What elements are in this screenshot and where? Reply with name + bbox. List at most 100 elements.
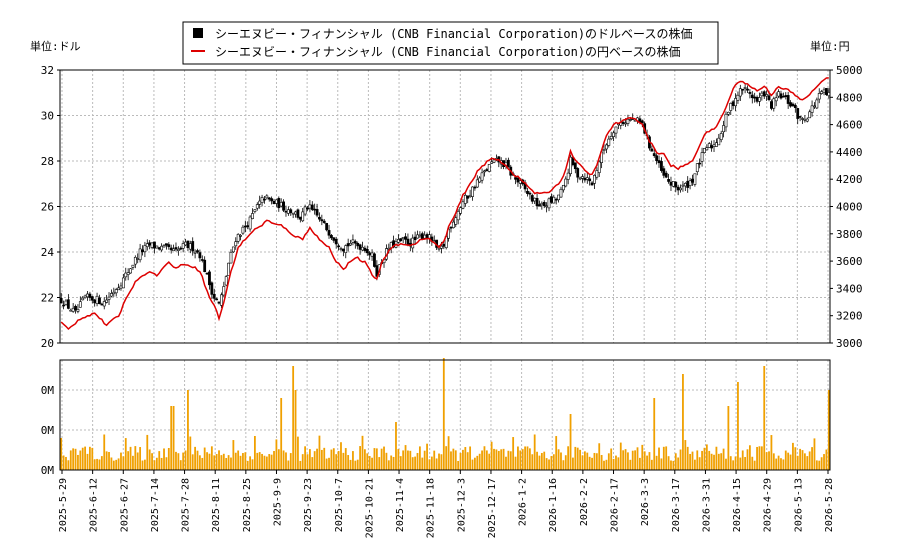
volume-bar	[514, 456, 517, 470]
volume-bar	[170, 406, 173, 470]
candle-body	[707, 143, 711, 148]
candle-body	[569, 156, 572, 175]
right-tick-label: 3200	[836, 310, 863, 323]
candle-body	[327, 230, 331, 236]
candle-body	[760, 92, 764, 97]
candle-body	[573, 162, 577, 170]
candle-body	[729, 102, 733, 111]
volume-bar	[746, 449, 749, 470]
candle-body	[621, 121, 625, 124]
volume-bar	[713, 454, 715, 470]
candle-body	[210, 282, 214, 295]
candle-body	[172, 248, 175, 252]
right-axis-unit: 単位:円	[810, 39, 850, 53]
volume-bar	[462, 449, 464, 470]
volume-bar	[555, 436, 558, 470]
volume-bar	[397, 449, 400, 470]
candle-body	[597, 161, 601, 173]
candle-body	[169, 247, 173, 251]
volume-bar	[703, 447, 706, 470]
volume-bar	[569, 414, 572, 470]
volume-bar	[818, 460, 821, 470]
candle-body	[310, 204, 314, 210]
volume-bar	[304, 446, 307, 470]
volume-bar	[560, 452, 562, 470]
candle-body	[155, 245, 159, 249]
candle-body	[318, 216, 321, 220]
candle-body	[174, 247, 178, 250]
volume-bar	[435, 458, 438, 470]
candle-body	[691, 178, 694, 183]
volume-tick-label: 0M	[41, 384, 55, 397]
volume-bar	[825, 449, 828, 470]
candle-body	[710, 145, 714, 149]
volume-bar	[227, 455, 230, 470]
candle-body	[102, 301, 106, 307]
candle-body	[251, 213, 254, 219]
volume-bar	[591, 457, 593, 470]
volume-bar	[521, 449, 524, 470]
volume-bar	[643, 451, 646, 470]
volume-bar	[648, 452, 651, 470]
candle-body	[664, 172, 668, 178]
legend: シーエヌビー・フィナンシャル (CNB Financial Corporatio…	[182, 21, 719, 65]
volume-bar	[234, 452, 237, 470]
volume-bar	[344, 448, 347, 470]
date-tick-label: 2025-12-3	[456, 478, 467, 532]
volume-bar	[270, 454, 273, 470]
candle-body	[540, 202, 544, 206]
candle-body	[779, 93, 783, 99]
volume-bar	[619, 442, 622, 470]
volume-bar	[347, 455, 350, 470]
volume-bar	[768, 451, 770, 470]
candle-body	[361, 246, 364, 251]
volume-bar	[627, 452, 629, 470]
candle-body	[105, 299, 109, 303]
volume-bar	[418, 446, 421, 470]
volume-bar	[306, 454, 309, 470]
volume-bar	[758, 446, 761, 470]
volume-bar	[246, 460, 249, 470]
volume-bar	[806, 456, 809, 470]
volume-bar	[543, 451, 546, 470]
candle-body	[124, 272, 128, 278]
volume-bar	[146, 434, 149, 470]
volume-bar	[313, 451, 316, 470]
candle-body	[289, 209, 293, 213]
volume-bar	[375, 448, 378, 470]
volume-bar	[610, 448, 613, 470]
candle-body	[564, 178, 568, 187]
candle-body	[341, 248, 345, 252]
volume-bar	[316, 448, 318, 470]
candle-body	[229, 251, 233, 264]
volume-bar	[438, 453, 440, 470]
volume-bar	[177, 453, 180, 470]
candle-body	[406, 238, 410, 245]
volume-bar	[526, 446, 529, 470]
candle-body	[270, 198, 274, 202]
volume-bar	[354, 460, 357, 470]
candle-body	[179, 247, 183, 250]
volume-bar	[239, 455, 242, 470]
date-tick-label: 2025-10-7	[334, 478, 345, 532]
candle-body	[786, 95, 790, 104]
candle-body	[454, 217, 458, 225]
right-tick-label: 3000	[836, 337, 863, 350]
candle-body	[246, 225, 250, 228]
candle-body	[483, 170, 486, 173]
volume-bar	[464, 447, 467, 470]
candle-body	[303, 206, 307, 215]
volume-bar	[191, 454, 194, 470]
volume-bar	[517, 446, 519, 470]
volume-bar	[416, 453, 419, 470]
candle-body	[683, 183, 687, 187]
candle-body	[368, 252, 372, 256]
candle-body	[330, 235, 333, 239]
candle-body	[186, 240, 190, 249]
candle-body	[492, 159, 496, 163]
candle-body	[267, 197, 271, 200]
volume-bar	[213, 455, 216, 470]
candle-body	[224, 276, 228, 286]
candle-body	[193, 251, 197, 254]
candle-body	[817, 93, 821, 100]
